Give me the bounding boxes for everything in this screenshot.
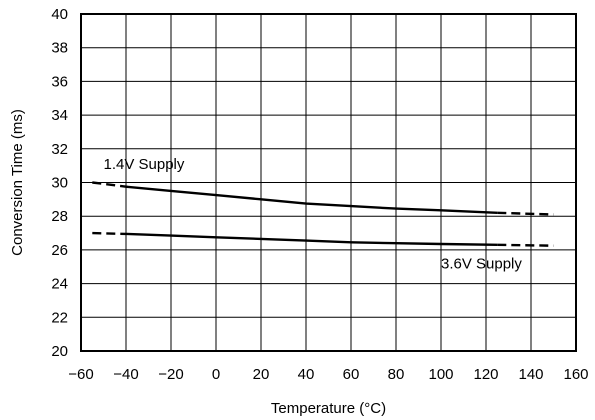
y-tick-label: 24 <box>51 276 68 293</box>
x-tick-label: 120 <box>473 366 498 383</box>
x-tick-label: 140 <box>518 366 543 383</box>
x-tick-label: 100 <box>428 366 453 383</box>
y-tick-label: 40 <box>51 6 68 23</box>
series-line-supply-1-4v-solid <box>125 185 498 214</box>
series-label: 1.4V Supply <box>104 156 185 173</box>
x-tick-label: 160 <box>563 366 588 383</box>
y-tick-label: 34 <box>51 107 68 124</box>
series-line-supply-3-6v-solid <box>125 232 498 246</box>
y-tick-label: 32 <box>51 141 68 158</box>
y-tick-label: 22 <box>51 309 68 326</box>
grid <box>80 13 577 352</box>
y-tick-label: 28 <box>51 208 68 225</box>
x-tick-label: 40 <box>298 366 315 383</box>
y-tick-label: 38 <box>51 40 68 57</box>
series-line-supply-1-4v-dashed <box>497 211 554 216</box>
y-tick-label: 20 <box>51 343 68 360</box>
x-tick-label: 20 <box>253 366 270 383</box>
x-tick-label: 0 <box>212 366 220 383</box>
y-axis-title: Conversion Time (ms) <box>9 109 26 256</box>
x-tick-labels: −60 −40 −20 0 20 40 60 80 100 120 140 160 <box>68 366 588 383</box>
y-tick-labels: 20 22 24 26 28 30 32 34 36 38 40 <box>51 6 68 360</box>
series <box>92 181 554 247</box>
x-tick-label: −40 <box>113 366 138 383</box>
x-axis-title: Temperature (°C) <box>271 400 386 417</box>
x-tick-label: −20 <box>158 366 183 383</box>
y-tick-label: 30 <box>51 175 68 192</box>
x-tick-label: 80 <box>388 366 405 383</box>
series-line-supply-3-6v-dashed <box>92 231 127 236</box>
x-tick-label: −60 <box>68 366 93 383</box>
series-line-supply-3-6v-dashed <box>497 243 554 247</box>
x-tick-label: 60 <box>343 366 360 383</box>
y-tick-label: 36 <box>51 73 68 90</box>
plot-frame <box>80 13 577 352</box>
y-tick-label: 26 <box>51 242 68 259</box>
annotations: 1.4V Supply 3.6V Supply <box>104 156 523 272</box>
series-label: 3.6V Supply <box>441 255 522 272</box>
series-line-supply-1-4v-dashed <box>92 181 127 188</box>
